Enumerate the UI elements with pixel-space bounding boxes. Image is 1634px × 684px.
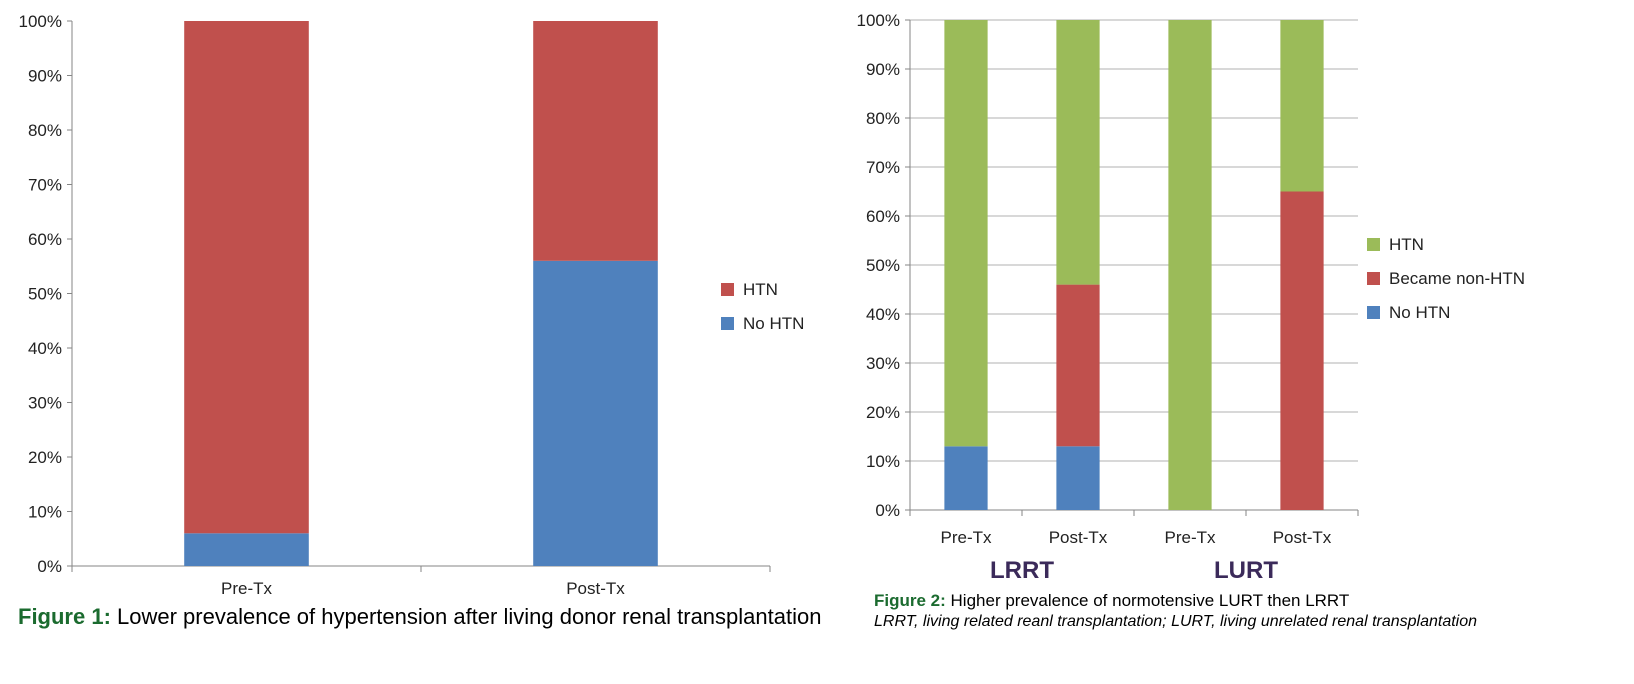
y-tick-label: 30% bbox=[866, 354, 900, 373]
group-label: LRRT bbox=[990, 557, 1054, 584]
y-tick-label: 100% bbox=[857, 11, 900, 30]
x-tick-label: Pre-Tx bbox=[1165, 528, 1217, 547]
y-tick-label: 40% bbox=[866, 305, 900, 324]
legend-swatch bbox=[1367, 306, 1380, 319]
y-tick-label: 90% bbox=[866, 60, 900, 79]
bar-became-non-htn bbox=[1056, 284, 1100, 447]
bar-htn bbox=[944, 20, 988, 447]
y-tick-label: 0% bbox=[875, 501, 900, 520]
y-tick-label: 30% bbox=[28, 394, 62, 413]
figure-2-panel: 0% 10% 20% 30% 40% 50% 60% 70% 80% 90% 100% Pre-Tx P… bbox=[848, 0, 1634, 684]
bar-no-htn bbox=[944, 446, 988, 510]
legend-swatch bbox=[721, 317, 734, 330]
legend-swatch bbox=[721, 283, 734, 296]
bar-htn bbox=[1280, 20, 1324, 192]
bar-no-htn bbox=[1056, 446, 1100, 510]
y-tick-label: 20% bbox=[866, 403, 900, 422]
y-tick-label: 100% bbox=[19, 12, 62, 31]
legend-label: No HTN bbox=[743, 314, 804, 333]
figure-1-chart: 0% 10% 20% 30% 40% 50% 60% 70% 80% 90% 100% Pre-Tx P… bbox=[19, 12, 805, 598]
legend-swatch bbox=[1367, 238, 1380, 251]
x-tick-label: Pre-Tx bbox=[221, 579, 273, 598]
y-tick-label: 60% bbox=[28, 230, 62, 249]
y-tick-label: 80% bbox=[866, 109, 900, 128]
figure-2-chart: 0% 10% 20% 30% 40% 50% 60% 70% 80% 90% 100% Pre-Tx P… bbox=[857, 11, 1526, 584]
figure-2-caption-subtext: LRRT, living related reanl transplantati… bbox=[874, 613, 1478, 630]
y-tick-label: 70% bbox=[866, 158, 900, 177]
x-tick-label: Post-Tx bbox=[1049, 528, 1108, 547]
y-tick-label: 10% bbox=[866, 452, 900, 471]
legend-label: HTN bbox=[743, 280, 778, 299]
figure-1-caption: Figure 1: Lower prevalence of hypertensi… bbox=[18, 604, 821, 630]
figure-1-caption-label: Figure 1: bbox=[18, 604, 111, 629]
y-tick-label: 50% bbox=[866, 256, 900, 275]
y-tick-label: 50% bbox=[28, 285, 62, 304]
y-tick-label: 90% bbox=[28, 67, 62, 86]
legend-swatch bbox=[1367, 272, 1380, 285]
legend-label: HTN bbox=[1389, 235, 1424, 254]
figure-1-caption-text: Lower prevalence of hypertension after l… bbox=[110, 604, 822, 629]
group-label: LURT bbox=[1214, 557, 1278, 584]
x-tick-label: Post-Tx bbox=[1273, 528, 1332, 547]
y-tick-label: 40% bbox=[28, 339, 62, 358]
figure-2-caption-label: Figure 2: bbox=[874, 591, 946, 610]
legend-label: Became non-HTN bbox=[1389, 269, 1525, 288]
figure-2-caption: Figure 2: Higher prevalence of normotens… bbox=[874, 591, 1349, 611]
x-tick-label: Post-Tx bbox=[566, 579, 625, 598]
bar-htn bbox=[184, 21, 309, 534]
x-tick-label: Pre-Tx bbox=[941, 528, 993, 547]
figure-1-panel: 0% 10% 20% 30% 40% 50% 60% 70% 80% 90% 100% Pre-Tx P… bbox=[18, 12, 805, 598]
bar-became-non-htn bbox=[1280, 191, 1324, 510]
y-tick-label: 10% bbox=[28, 503, 62, 522]
bar-no-htn bbox=[533, 260, 658, 566]
bar-htn bbox=[1056, 20, 1100, 285]
y-tick-label: 20% bbox=[28, 448, 62, 467]
legend-label: No HTN bbox=[1389, 303, 1450, 322]
y-tick-label: 80% bbox=[28, 121, 62, 140]
y-tick-label: 70% bbox=[28, 176, 62, 195]
bar-no-htn bbox=[184, 533, 309, 566]
y-tick-label: 0% bbox=[37, 557, 62, 576]
bar-htn bbox=[533, 21, 658, 261]
bar-htn bbox=[1168, 20, 1212, 510]
y-tick-label: 60% bbox=[866, 207, 900, 226]
figure-2-caption-text: Higher prevalence of normotensive LURT t… bbox=[945, 591, 1350, 610]
